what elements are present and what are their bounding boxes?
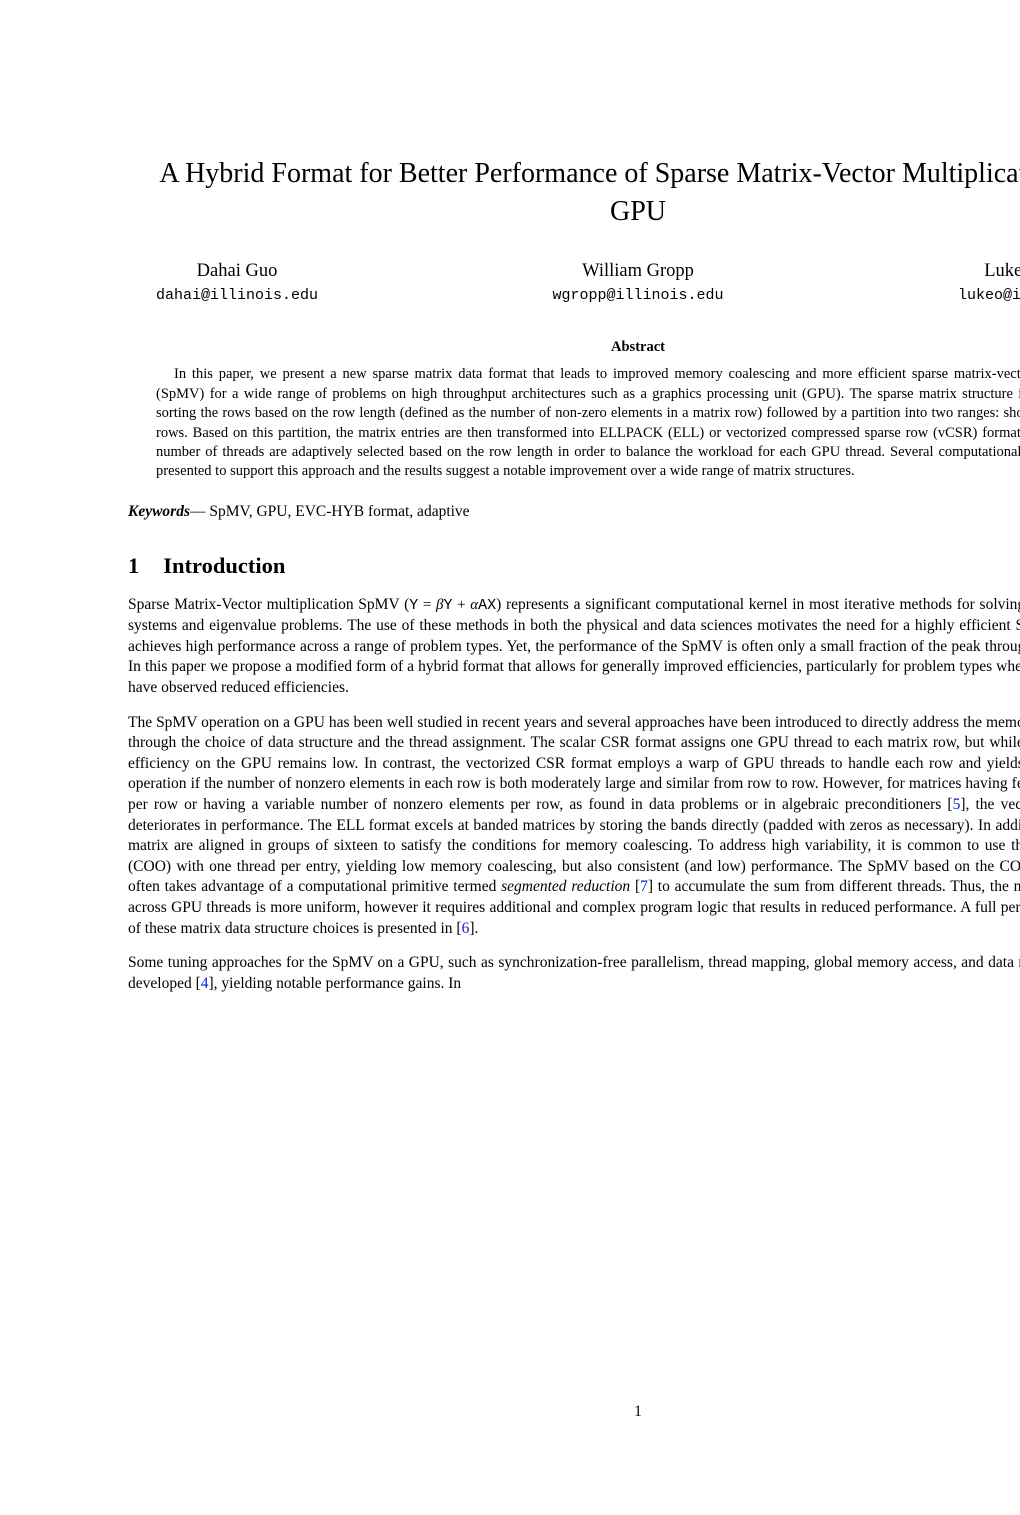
text-run: [ [630, 878, 640, 895]
text-run: Sparse Matrix-Vector multiplication SpMV… [128, 596, 409, 613]
keywords-label: Keywords [128, 503, 190, 520]
text-run: ]. [469, 920, 478, 937]
keywords-text: SpMV, GPU, EVC-HYB format, adaptive [206, 503, 470, 520]
author-name: Dahai Guo [156, 259, 318, 284]
authors-row: Dahai Guo dahai@illinois.edu William Gro… [156, 259, 1020, 306]
text-run: The SpMV operation on a GPU has been wel… [128, 714, 1020, 813]
section-number: 1 [128, 551, 139, 581]
author-email: wgropp@illinois.edu [552, 286, 723, 306]
paragraph: Some tuning approaches for the SpMV on a… [128, 953, 1020, 994]
paragraph: Sparse Matrix-Vector multiplication SpMV… [128, 595, 1020, 698]
citation-link[interactable]: 7 [640, 878, 648, 895]
paper-title: A Hybrid Format for Better Performance o… [128, 155, 1020, 231]
author-name: Luke N. Olson [958, 259, 1020, 284]
emphasis: segmented reduction [501, 878, 630, 895]
inline-math: Y = βY + αAX [409, 597, 496, 613]
author-block: Dahai Guo dahai@illinois.edu [156, 259, 318, 306]
text-run: ], yielding notable performance gains. I… [208, 975, 461, 992]
author-email: lukeo@illinois.edu [958, 286, 1020, 306]
keywords-line: Keywords— SpMV, GPU, EVC-HYB format, ada… [128, 502, 1020, 523]
section-heading: 1 Introduction [128, 551, 1020, 581]
keywords-dash: — [190, 503, 206, 520]
author-block: William Gropp wgropp@illinois.edu [552, 259, 723, 306]
author-email: dahai@illinois.edu [156, 286, 318, 306]
abstract-body: In this paper, we present a new sparse m… [156, 365, 1020, 482]
abstract-heading: Abstract [128, 338, 1020, 358]
page: A Hybrid Format for Better Performance o… [128, 155, 1020, 1475]
section-title: Introduction [163, 553, 285, 578]
author-name: William Gropp [552, 259, 723, 284]
page-number: 1 [634, 1402, 642, 1423]
author-block: Luke N. Olson lukeo@illinois.edu [958, 259, 1020, 306]
paragraph: The SpMV operation on a GPU has been wel… [128, 713, 1020, 940]
